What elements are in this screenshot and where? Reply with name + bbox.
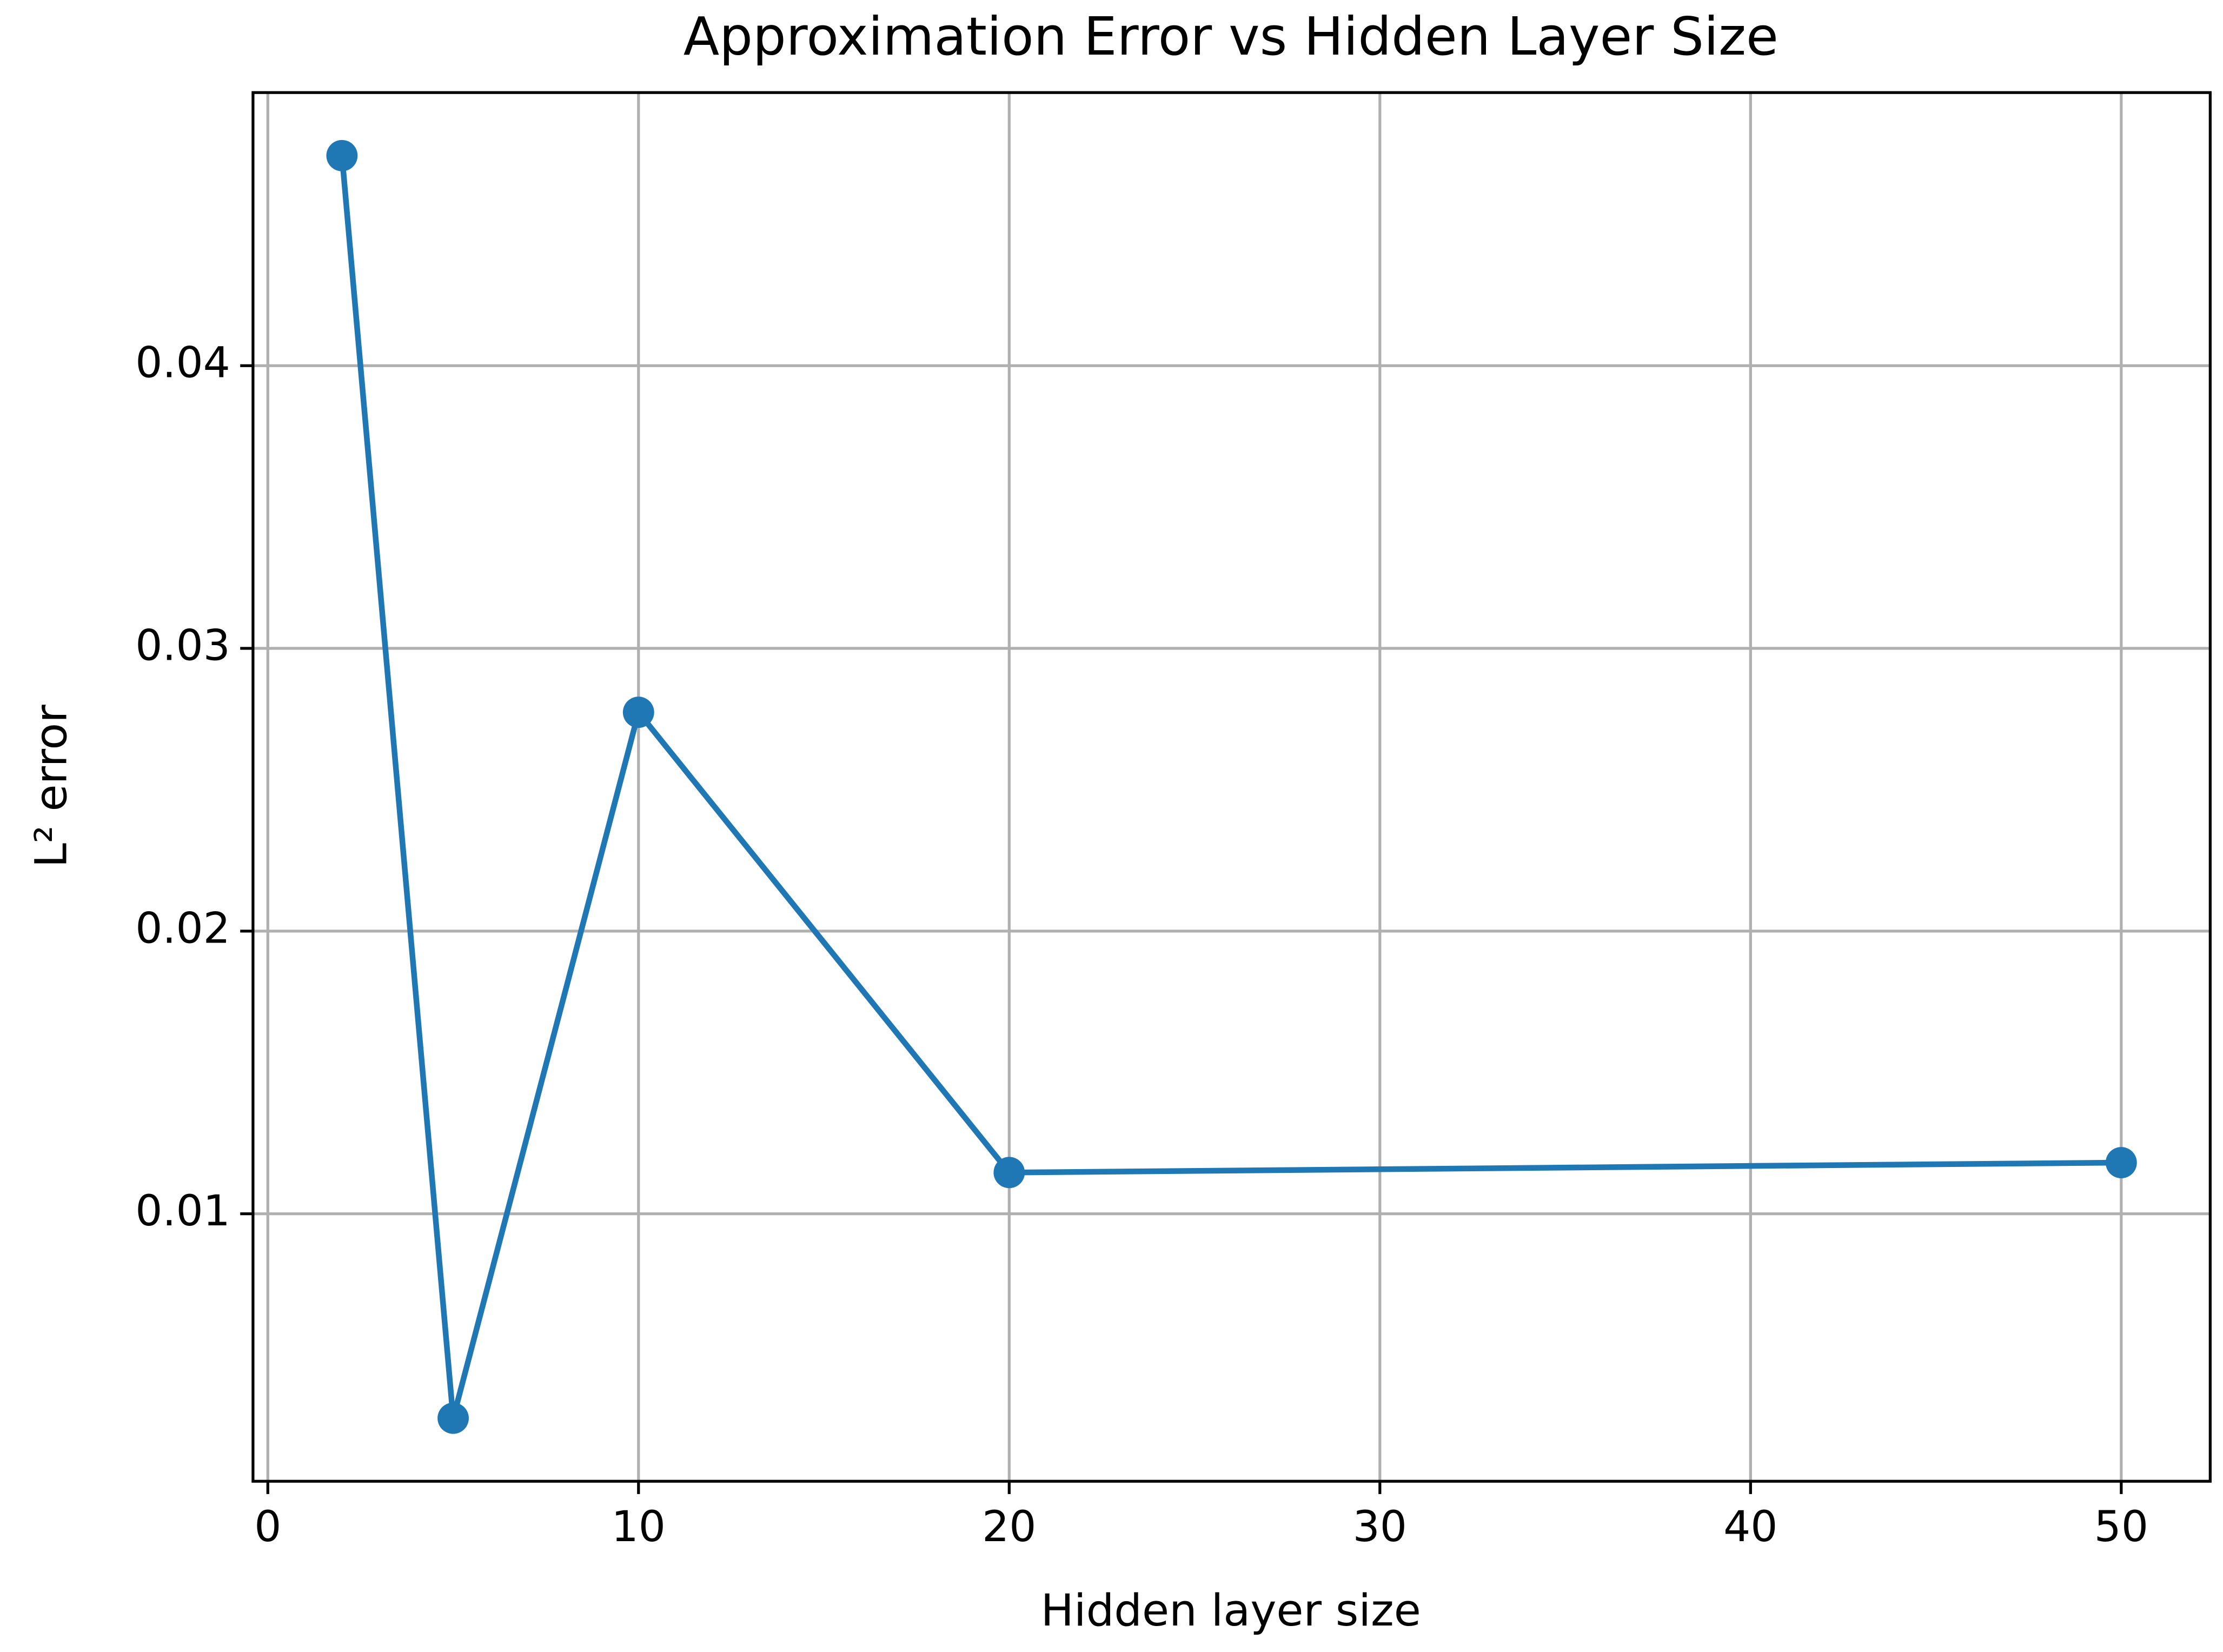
data-point [622,696,654,728]
data-point [326,140,358,171]
y-axis-label: L² error [25,705,77,868]
y-tick-label: 0.04 [135,338,230,388]
y-tick-label: 0.03 [135,621,230,671]
data-point [2105,1147,2137,1178]
x-tick-label: 40 [1723,1502,1777,1551]
x-tick-label: 20 [982,1502,1036,1551]
data-point [993,1157,1025,1189]
x-tick-label: 0 [254,1502,281,1551]
data-point [437,1402,469,1434]
y-tick-label: 0.02 [135,903,230,953]
x-tick-label: 10 [612,1502,666,1551]
x-tick-label: 50 [2094,1502,2148,1551]
x-axis-label: Hidden layer size [1041,1585,1421,1636]
plot-frame [251,91,2212,1483]
chart-title: Approximation Error vs Hidden Layer Size [684,6,1779,67]
x-tick-label: 30 [1353,1502,1407,1551]
y-tick-label: 0.01 [135,1186,230,1236]
